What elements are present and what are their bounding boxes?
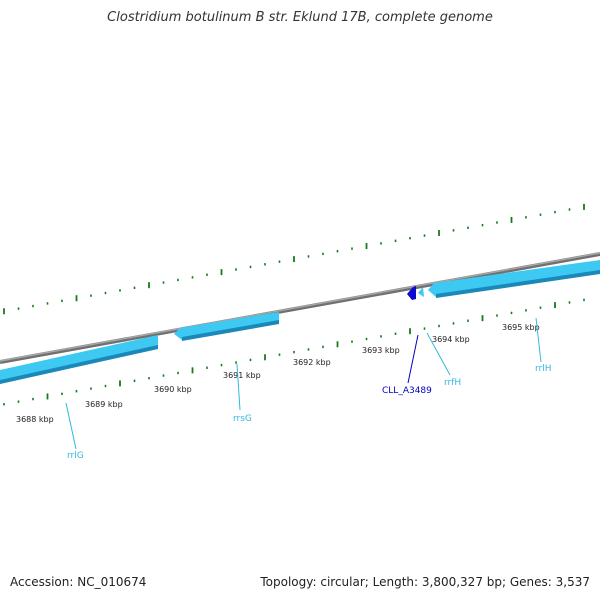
feature-label-rrfH[interactable]: rrfH [444,378,461,388]
leader-rrlG [65,402,77,450]
feature-label-rrlH[interactable]: rrlH [535,364,552,374]
scale-label-3688: 3688 kbp [16,415,54,424]
gene-arrow-rrlH[interactable] [428,260,600,298]
genome-stats-text: Topology: circular; Length: 3,800,327 bp… [260,575,590,589]
gene-arrow-rrlG[interactable] [0,335,158,384]
gene-arrow-rrsG[interactable] [174,312,279,341]
feature-label-rrlG[interactable]: rrlG [67,451,84,461]
accession-text: Accession: NC_010674 [10,575,147,589]
leader-rrlH [535,317,542,363]
scale-label-3689: 3689 kbp [85,400,123,409]
scale-label-3690: 3690 kbp [154,385,192,394]
scale-label-3695: 3695 kbp [502,323,540,332]
gene-arrow-CLL_A3489[interactable] [407,286,416,300]
inner-tick-track [3,298,585,406]
leader-rrfH [426,332,451,376]
scale-label-3692: 3692 kbp [293,358,331,367]
leader-CLL_A3489 [407,334,419,384]
feature-label-CLL_A3489[interactable]: CLL_A3489 [382,386,432,396]
scale-label-3691: 3691 kbp [223,371,261,380]
gene-arrow-rrfH[interactable] [418,287,424,297]
outer-tick-track [3,203,585,315]
genome-backbone [0,252,600,364]
scale-label-3693: 3693 kbp [362,346,400,355]
leader-rrsG [236,363,241,411]
feature-label-rrsG[interactable]: rrsG [233,414,252,424]
scale-label-3694: 3694 kbp [432,335,470,344]
map-title: Clostridium botulinum B str. Eklund 17B,… [107,10,493,25]
